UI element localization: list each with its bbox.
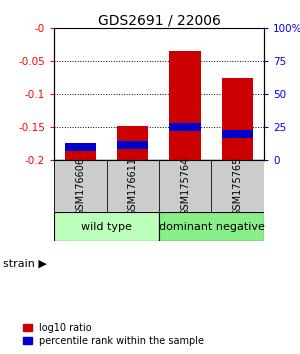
Text: strain ▶: strain ▶ xyxy=(3,259,47,269)
Bar xyxy=(159,160,211,212)
Bar xyxy=(117,141,148,149)
Title: GDS2691 / 22006: GDS2691 / 22006 xyxy=(98,13,220,27)
Bar xyxy=(222,130,254,138)
Bar xyxy=(54,160,106,212)
Bar xyxy=(117,126,148,160)
Text: GSM175765: GSM175765 xyxy=(233,157,243,216)
Bar xyxy=(54,212,159,241)
Text: GSM175764: GSM175764 xyxy=(180,157,190,216)
Bar xyxy=(169,124,201,131)
Text: wild type: wild type xyxy=(81,222,132,232)
Bar xyxy=(159,212,264,241)
Bar xyxy=(212,160,264,212)
Bar xyxy=(222,78,254,160)
Bar xyxy=(64,143,96,151)
Bar xyxy=(64,150,96,160)
Text: GSM176606: GSM176606 xyxy=(75,157,85,216)
Legend: log10 ratio, percentile rank within the sample: log10 ratio, percentile rank within the … xyxy=(23,323,204,346)
Text: GSM176611: GSM176611 xyxy=(128,157,138,216)
Bar xyxy=(169,51,201,160)
Bar xyxy=(106,160,159,212)
Text: dominant negative: dominant negative xyxy=(159,222,264,232)
